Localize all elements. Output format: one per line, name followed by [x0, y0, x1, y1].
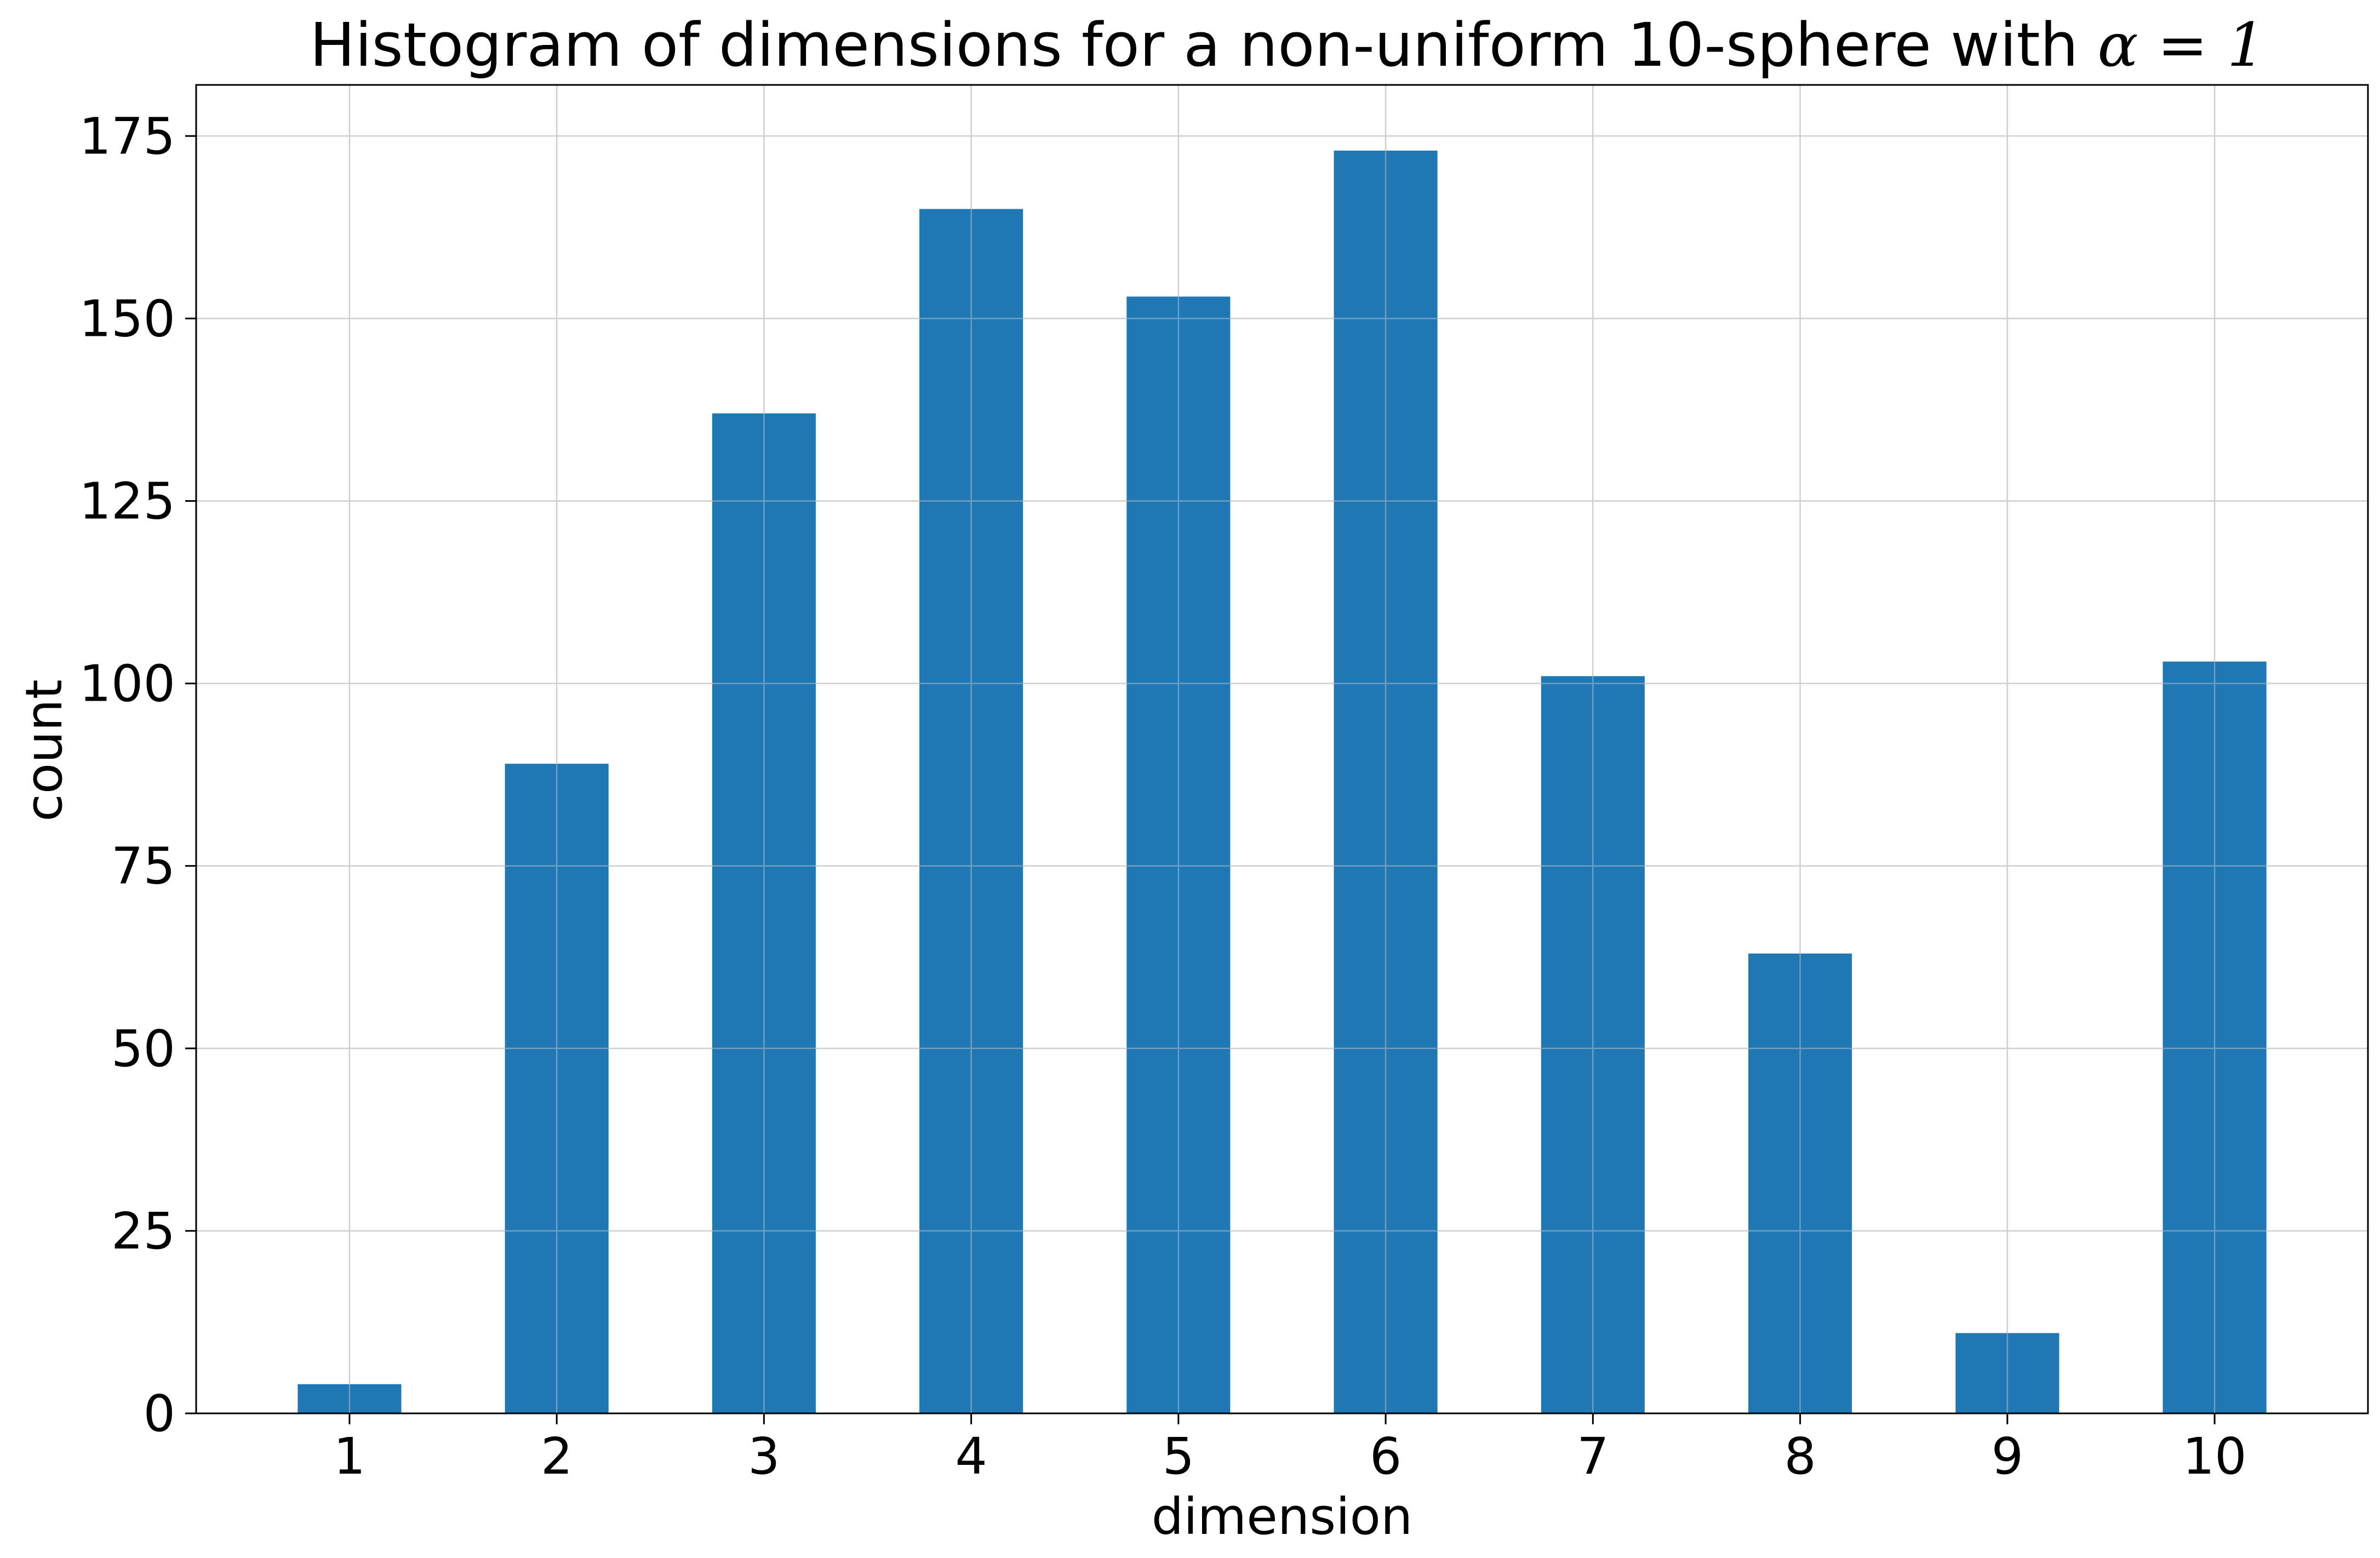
bar-dimension-3 [712, 413, 816, 1413]
bars [298, 150, 2267, 1414]
bar-dimension-2 [505, 764, 609, 1413]
x-tick-label: 6 [1370, 1427, 1402, 1486]
y-axis-ticks: 0 25 50 75 100 125 150 175 [79, 107, 196, 1443]
chart-title-math: α = 1 [2097, 10, 2265, 80]
bar-dimension-10 [2162, 661, 2267, 1413]
x-tick-label: 2 [541, 1427, 573, 1486]
y-tick-label: 175 [79, 107, 175, 165]
bar-dimension-1 [298, 1384, 402, 1413]
chart-title-text: Histogram of dimensions for a non-unifor… [310, 10, 2097, 80]
plot-frame [195, 84, 2369, 1414]
x-axis-ticks: 1 2 3 4 5 6 7 8 9 10 [334, 1413, 2247, 1486]
x-tick-label: 10 [2183, 1427, 2247, 1486]
x-tick-label: 1 [334, 1427, 366, 1486]
y-axis-label: count [15, 679, 73, 822]
grid-overlay [196, 85, 2368, 1414]
y-tick-label: 25 [111, 1202, 175, 1261]
bar-dimension-5 [1126, 296, 1231, 1413]
x-tick-label: 7 [1577, 1427, 1609, 1486]
y-tick-label: 125 [79, 472, 175, 530]
x-tick-label: 3 [748, 1427, 780, 1486]
x-tick-label: 9 [1992, 1427, 2024, 1486]
x-tick-label: 8 [1784, 1427, 1816, 1486]
y-tick-label: 150 [79, 289, 175, 348]
y-tick-label: 50 [111, 1019, 175, 1078]
x-tick-label: 5 [1163, 1427, 1195, 1486]
x-axis-label: dimension [1152, 1487, 1413, 1546]
y-tick-label: 100 [79, 655, 175, 713]
y-tick-label: 75 [111, 837, 175, 896]
bar-dimension-6 [1334, 150, 1438, 1414]
chart-title: Histogram of dimensions for a non-unifor… [310, 10, 2265, 80]
y-tick-label: 0 [143, 1384, 175, 1443]
x-tick-label: 4 [955, 1427, 987, 1486]
bar-dimension-4 [919, 209, 1023, 1413]
bar-dimension-7 [1541, 676, 1645, 1413]
bar-dimension-8 [1748, 953, 1852, 1413]
bar-dimension-9 [1955, 1333, 2059, 1413]
